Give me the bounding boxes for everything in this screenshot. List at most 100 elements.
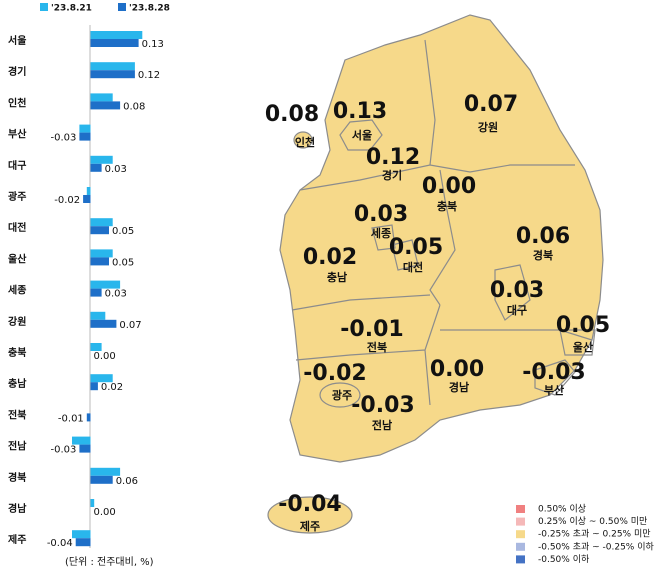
value-label: 0.12	[138, 70, 160, 81]
bar	[90, 62, 135, 71]
value-label: -0.01	[58, 413, 84, 424]
bar	[90, 319, 117, 328]
map-region: 전남	[372, 418, 392, 432]
map-legend-label: -0.50% 초과 ~ -0.25% 이하	[538, 541, 655, 552]
map-legend-label: 0.50% 이상	[538, 504, 586, 515]
category-label: 경북	[8, 471, 26, 484]
bar	[86, 187, 91, 195]
map-region: 대구	[507, 303, 527, 317]
bar	[90, 467, 121, 476]
map-value: -0.01	[340, 317, 403, 342]
category-label: 제주	[8, 533, 26, 546]
map-region: 세종	[371, 226, 391, 240]
map-region: 제주	[300, 519, 320, 533]
busan-border	[534, 359, 576, 396]
map-region: 대전	[403, 260, 423, 274]
map-region: 경북	[533, 248, 553, 262]
map-value: 0.12	[366, 145, 420, 170]
map	[267, 14, 604, 534]
map-value: -0.04	[278, 492, 341, 517]
daegu-border	[494, 264, 531, 321]
value-label: 0.05	[112, 257, 134, 268]
mainland	[279, 14, 604, 463]
map-legend-label: -0.50% 이하	[538, 554, 590, 565]
map-legend-swatch	[516, 530, 525, 539]
map-value: 0.07	[464, 92, 518, 117]
category-label: 울산	[8, 252, 27, 265]
map-value: 0.06	[516, 224, 570, 249]
category-label: 인천	[8, 96, 26, 109]
category-label: 부산	[8, 128, 27, 141]
category-label: 충남	[8, 377, 27, 390]
map-legend-label: 0.25% 이상 ~ 0.50% 미만	[538, 516, 647, 527]
bar	[90, 343, 102, 351]
map-region: 경남	[449, 380, 469, 394]
category-label: 전북	[8, 408, 26, 421]
category-label: 대구	[8, 159, 26, 172]
bar	[90, 374, 113, 383]
map-region: 인천	[295, 135, 315, 149]
bar	[90, 101, 121, 110]
bar	[86, 413, 91, 422]
map-value: 0.00	[430, 357, 484, 382]
map-region: 서울	[352, 128, 372, 142]
map-region: 경기	[382, 168, 402, 182]
map-region: 강원	[478, 120, 498, 134]
map-legend-swatch	[516, 542, 525, 551]
category-label: 광주	[8, 191, 26, 203]
value-label: 0.03	[105, 289, 127, 300]
bar	[75, 538, 91, 547]
map-legend-swatch	[516, 517, 525, 526]
gwangju-border	[319, 382, 361, 408]
bar	[90, 163, 102, 172]
value-label: -0.03	[51, 445, 77, 456]
map-value: 0.00	[422, 174, 476, 199]
map-legend-swatch	[516, 505, 525, 513]
value-label: 0.13	[142, 39, 164, 50]
value-label: 0.00	[94, 507, 116, 518]
category-label: 충북	[8, 346, 26, 359]
bar	[90, 382, 98, 391]
border	[291, 39, 593, 406]
value-label: 0.00	[94, 351, 116, 362]
legend-label: '23.8.28	[129, 4, 170, 14]
sejong-border	[371, 224, 396, 251]
bar	[90, 226, 109, 235]
map-value: 0.05	[556, 313, 610, 338]
unit-note: (단위 : 전주대비, %)	[65, 555, 154, 568]
category-label: 경남	[8, 502, 27, 515]
value-label: 0.07	[119, 320, 141, 331]
map-region: 광주	[332, 389, 352, 402]
map-value: 0.13	[333, 99, 387, 124]
map-region: 충북	[437, 199, 457, 213]
bar	[90, 31, 143, 39]
bar	[90, 155, 113, 164]
bar	[79, 124, 91, 133]
legend-label: '23.8.21	[51, 4, 92, 14]
bar	[90, 288, 102, 297]
category-label: 전남	[8, 440, 27, 453]
map-value: 0.05	[389, 235, 443, 260]
map-region: 부산	[544, 383, 564, 397]
bar	[90, 249, 113, 258]
value-label: 0.03	[105, 164, 127, 175]
bar	[90, 218, 113, 227]
bar	[72, 436, 91, 445]
bar	[90, 93, 113, 102]
map-region: 전북	[367, 340, 387, 354]
map-value: 0.03	[354, 202, 408, 227]
map-region: 울산	[573, 340, 593, 354]
bar	[79, 444, 91, 453]
value-label: -0.03	[51, 133, 77, 144]
map-region: 충남	[327, 270, 347, 284]
ulsan-border	[559, 329, 596, 356]
bar	[79, 132, 91, 141]
map-value: -0.02	[303, 361, 366, 386]
category-label: 세종	[8, 284, 26, 297]
category-label: 대전	[8, 221, 26, 234]
bar	[90, 475, 113, 484]
map-value: 0.03	[490, 278, 544, 303]
bar	[83, 195, 91, 203]
legend-swatch	[40, 3, 48, 11]
